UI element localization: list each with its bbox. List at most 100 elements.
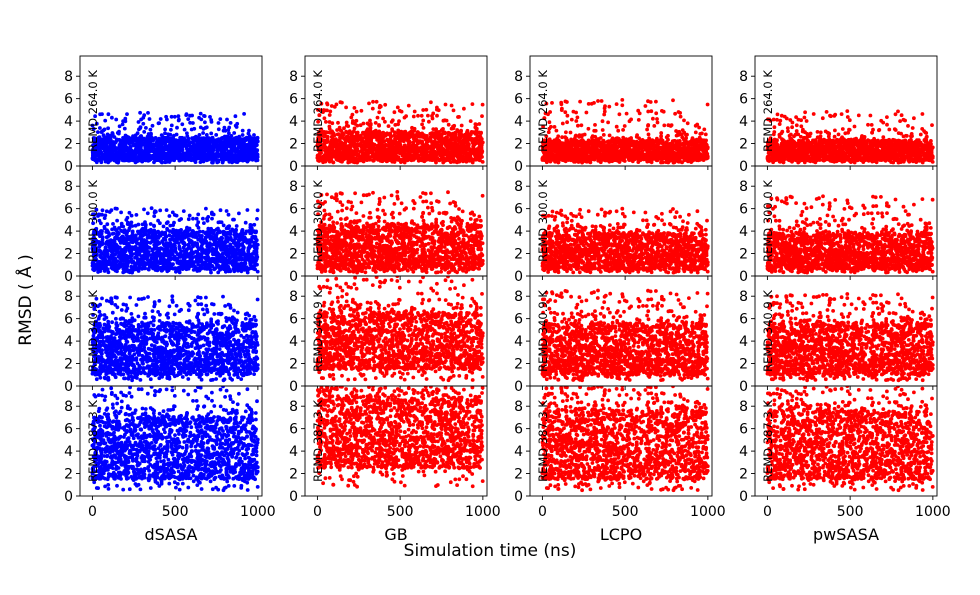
data-point	[218, 140, 223, 144]
data-point	[185, 254, 190, 259]
data-point	[209, 118, 214, 122]
data-point	[216, 144, 221, 149]
data-point	[182, 361, 187, 366]
data-point	[170, 210, 175, 215]
data-point	[163, 127, 168, 132]
data-point	[195, 269, 200, 273]
data-point	[199, 302, 204, 307]
data-point	[134, 303, 139, 307]
data-point	[249, 223, 254, 228]
data-point	[152, 365, 157, 370]
data-point	[111, 222, 115, 226]
data-point	[115, 250, 120, 255]
data-point	[214, 320, 219, 325]
data-point	[128, 295, 133, 300]
data-point	[205, 144, 210, 148]
data-point	[91, 262, 95, 267]
data-point	[240, 327, 245, 332]
data-point	[92, 361, 97, 365]
data-point	[105, 155, 110, 159]
data-point	[205, 244, 210, 249]
data-point	[190, 361, 194, 365]
data-point	[179, 148, 184, 153]
data-point	[218, 230, 223, 234]
data-point	[201, 216, 205, 221]
data-point	[255, 242, 260, 247]
data-point	[175, 373, 180, 378]
data-point	[139, 357, 143, 362]
data-point	[183, 141, 188, 145]
row-label: REMD 300.0 K	[86, 180, 100, 262]
data-point	[177, 218, 182, 223]
data-point	[94, 207, 99, 212]
data-point	[214, 233, 219, 238]
data-point	[139, 151, 143, 156]
data-point	[193, 160, 198, 165]
data-point	[104, 209, 109, 214]
data-point	[158, 233, 163, 238]
data-point	[92, 337, 97, 341]
data-point	[123, 153, 128, 158]
data-point	[238, 242, 243, 247]
data-point	[167, 233, 172, 238]
data-point	[211, 140, 216, 145]
data-point	[125, 112, 129, 116]
data-point	[210, 210, 214, 215]
data-point	[209, 378, 213, 382]
data-point	[204, 256, 209, 261]
data-point	[166, 132, 171, 137]
data-point	[191, 121, 195, 125]
data-point	[233, 147, 238, 151]
data-point	[182, 340, 187, 345]
data-point	[155, 157, 160, 162]
data-point	[193, 346, 198, 351]
data-point	[207, 367, 211, 372]
data-point	[103, 362, 108, 367]
data-point	[164, 114, 169, 119]
data-point	[196, 302, 201, 307]
data-point	[140, 353, 145, 358]
data-point	[222, 324, 227, 328]
data-point	[255, 217, 259, 221]
data-point	[199, 363, 204, 368]
data-point	[247, 128, 251, 133]
data-point	[130, 336, 135, 341]
data-point	[186, 263, 191, 268]
data-point	[246, 258, 251, 262]
data-point	[204, 250, 208, 255]
data-point	[222, 377, 227, 382]
data-point	[176, 114, 181, 119]
data-point	[103, 258, 108, 262]
data-point	[99, 249, 103, 254]
data-point	[231, 217, 235, 222]
data-point	[226, 152, 231, 156]
data-point	[139, 117, 144, 122]
data-point	[204, 361, 209, 366]
data-point	[173, 248, 178, 253]
data-point	[129, 136, 134, 141]
data-point	[181, 328, 186, 333]
data-point	[142, 345, 147, 350]
data-point	[148, 377, 153, 382]
data-point	[215, 148, 220, 153]
data-point	[174, 359, 179, 363]
data-point	[91, 221, 95, 226]
data-point	[119, 321, 123, 326]
data-point	[100, 261, 105, 266]
data-point	[117, 226, 121, 230]
data-point	[149, 343, 154, 347]
data-point	[234, 160, 238, 164]
data-point	[136, 229, 140, 234]
data-point	[205, 148, 210, 153]
data-point	[169, 353, 174, 357]
data-point	[152, 243, 157, 247]
data-point	[92, 307, 97, 311]
data-point	[90, 123, 95, 128]
data-point	[195, 254, 200, 259]
data-point	[186, 217, 191, 222]
data-point	[169, 127, 173, 132]
data-point	[167, 160, 172, 164]
data-point	[169, 114, 174, 119]
data-point	[103, 118, 108, 123]
data-point	[239, 377, 244, 381]
